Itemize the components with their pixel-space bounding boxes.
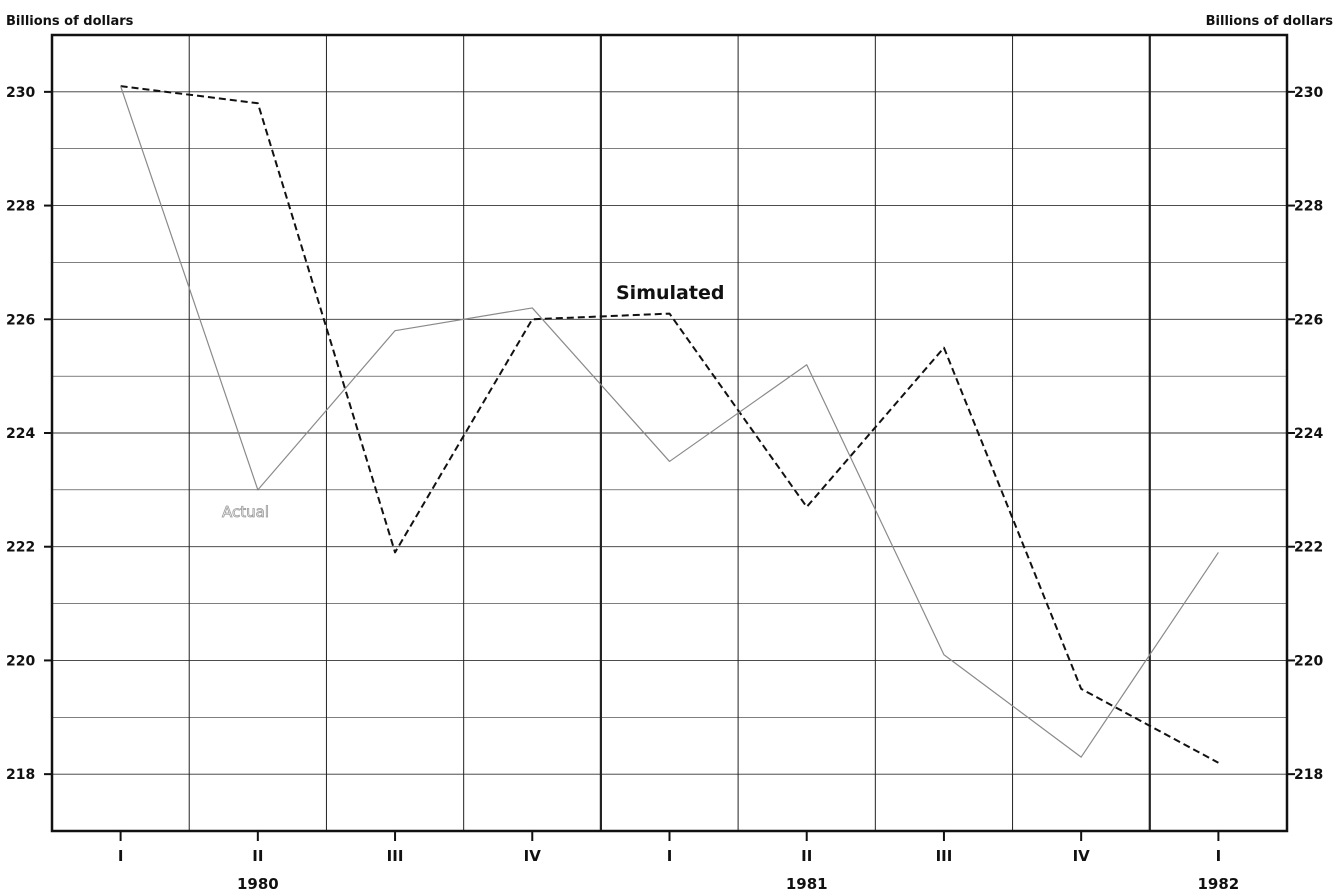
y-tick-label: 218 [1294,767,1323,783]
grid [52,35,1287,831]
y-axis-left: 218 220 222 224 226 228 230 [6,85,52,783]
x-tick-label: III [936,847,953,865]
y-tick-label: 220 [6,653,35,669]
y-tick-label: 222 [6,540,35,556]
year-label: 1980 [237,875,279,891]
x-tick-label: I [1216,847,1222,865]
y-tick-label: 218 [6,767,35,783]
y-tick-label: 224 [6,426,35,442]
x-tick-label: II [801,847,812,865]
y-tick-label: 228 [6,199,35,215]
x-tick-label: II [252,847,263,865]
x-tick-label: IV [1073,847,1091,865]
y-tick-label: 224 [1294,426,1323,442]
y-tick-label: 226 [1294,312,1323,328]
y-tick-label: 228 [1294,199,1323,215]
y-axis-title-left: Billions of dollars [6,14,134,29]
year-label: 1981 [786,875,828,891]
series-line-simulated [120,85,1219,764]
x-tick-label: I [667,847,673,865]
y-tick-label: 220 [1294,653,1323,669]
x-tick-label: I [118,847,124,865]
series-layer [120,85,1219,764]
year-label: 1982 [1198,875,1240,891]
series-line-actual [120,85,1219,758]
x-tick-label: IV [524,847,542,865]
y-tick-label: 222 [1294,540,1323,556]
y-tick-label: 230 [6,85,35,101]
y-tick-label: 226 [6,312,35,328]
series-label-actual: Actual [222,503,269,521]
y-tick-label: 230 [1294,85,1323,101]
x-tick-label: III [387,847,404,865]
y-axis-title-right: Billions of dollars [1206,14,1334,29]
y-axis-right: 218 220 222 224 226 228 230 [1287,85,1323,783]
series-label-simulated: Simulated [616,282,724,304]
